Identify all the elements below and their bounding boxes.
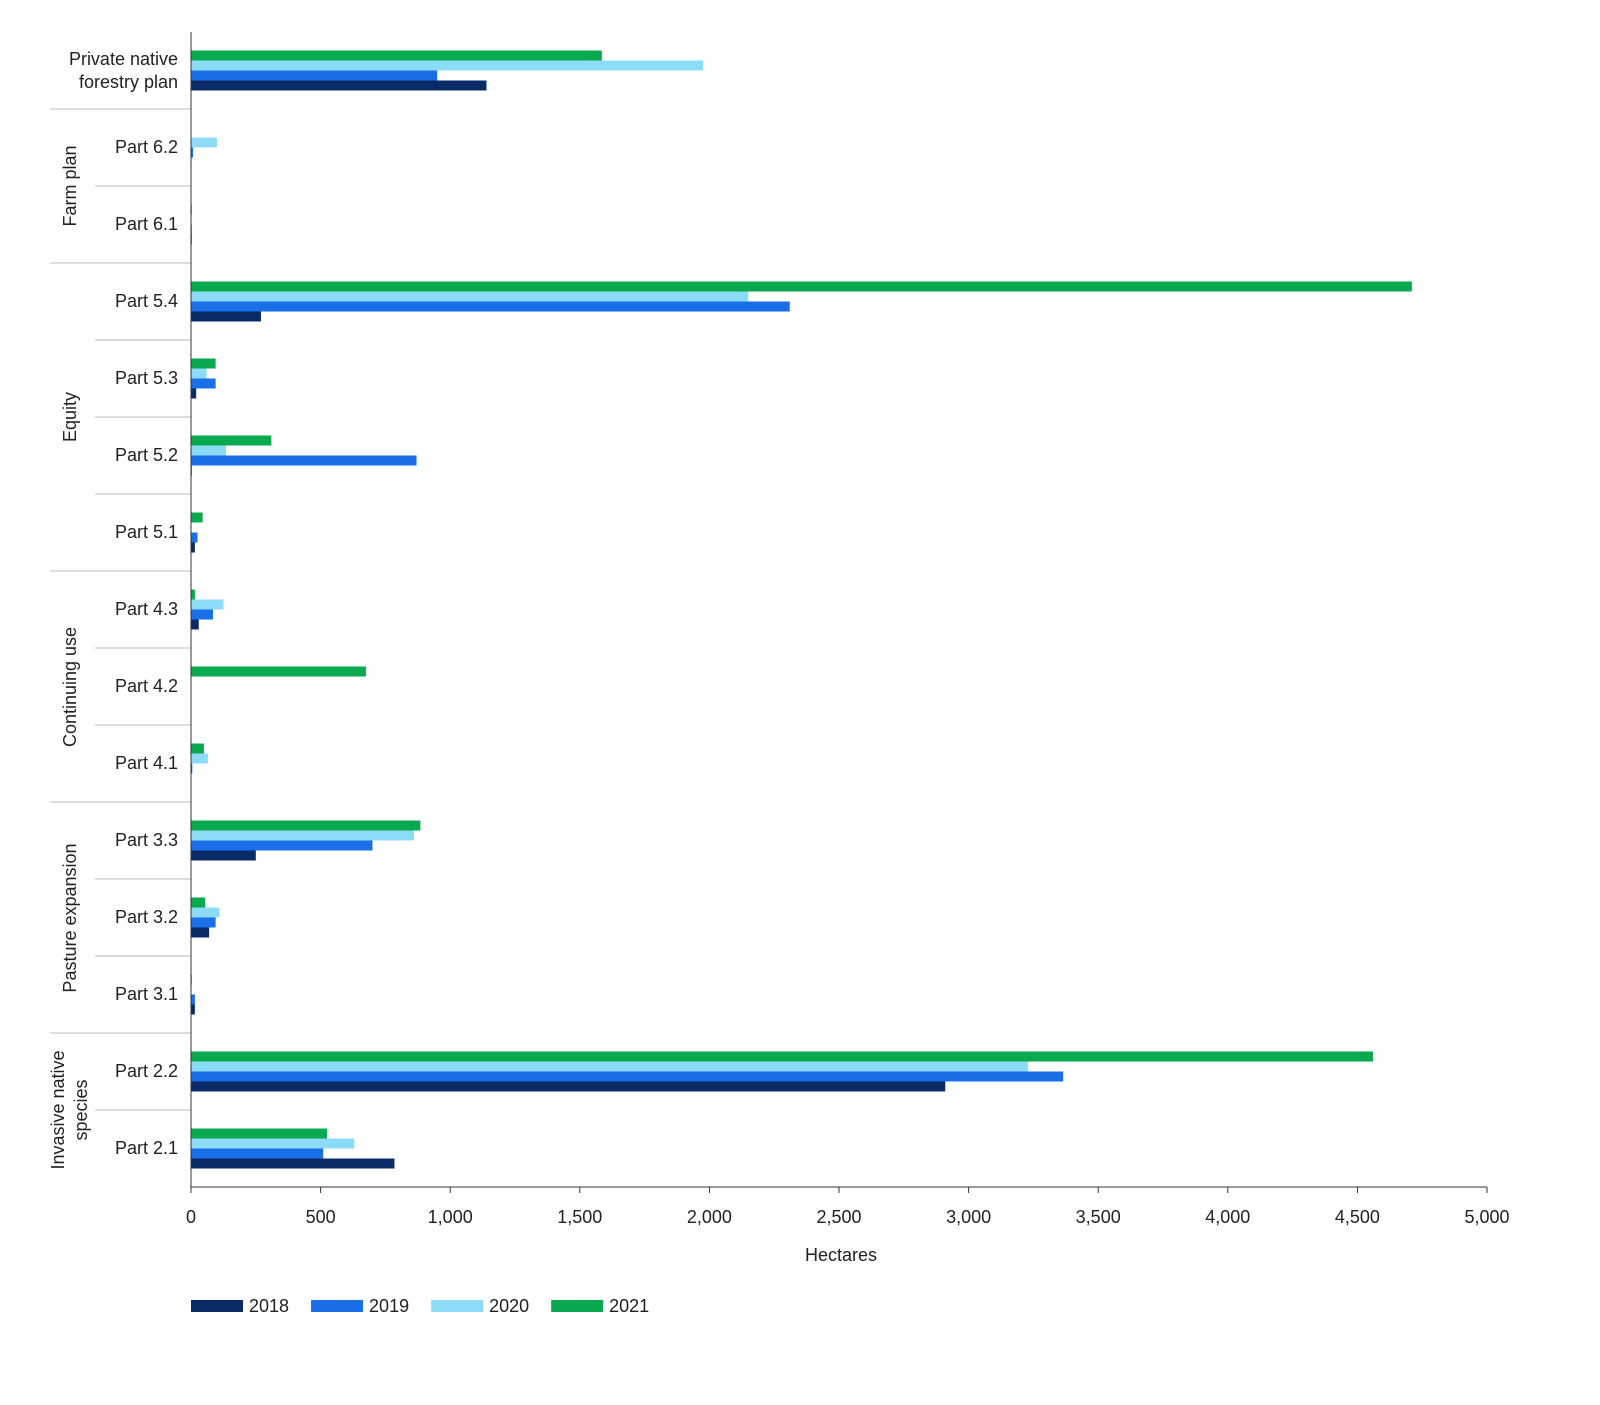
bar (191, 1004, 195, 1015)
category-label: Part 4.2 (114, 676, 178, 696)
x-tick-label: 3,000 (946, 1207, 991, 1227)
category-label: Part 5.1 (114, 522, 178, 542)
x-tick-label: 0 (186, 1207, 196, 1227)
x-tick-label: 1,000 (428, 1207, 473, 1227)
bar (191, 455, 417, 466)
bar (191, 609, 214, 620)
bar (191, 137, 217, 148)
bar (191, 1081, 946, 1092)
category-label: Part 6.2 (114, 137, 178, 157)
x-tick-label: 4,500 (1335, 1207, 1380, 1227)
bar (191, 820, 421, 831)
bar (191, 830, 414, 841)
category-label: Part 3.3 (114, 830, 178, 850)
x-tick-label: 2,000 (687, 1207, 732, 1227)
category-label: Part 4.3 (114, 599, 178, 619)
bar (191, 763, 193, 774)
group-label: Equity (59, 391, 80, 443)
legend-swatch (431, 1300, 484, 1312)
bar (191, 60, 703, 71)
bar (191, 512, 203, 523)
bar (191, 907, 220, 918)
x-axis-title: Hectares (805, 1245, 877, 1265)
category-label: Part 5.3 (114, 368, 178, 388)
legend-label: 2018 (249, 1296, 289, 1316)
legend-swatch (551, 1300, 604, 1312)
bar (191, 542, 195, 553)
legend-swatch (191, 1300, 243, 1312)
bar (191, 1158, 395, 1169)
category-label: Part 3.1 (114, 984, 178, 1004)
category-label: Part 2.2 (114, 1061, 178, 1081)
bar (191, 1128, 328, 1139)
x-tick-label: 5,000 (1464, 1207, 1509, 1227)
bar (191, 50, 602, 61)
bar (191, 599, 224, 610)
bar (191, 311, 261, 322)
bar (191, 147, 194, 158)
bar (191, 378, 216, 389)
bar (191, 388, 197, 399)
legend-label: 2021 (609, 1296, 649, 1316)
category-label: Part 5.2 (114, 445, 178, 465)
group-label: Continuing use (59, 626, 80, 747)
bar (191, 368, 207, 379)
category-label: Part 2.1 (114, 1138, 178, 1158)
x-tick-label: 2,500 (816, 1207, 861, 1227)
bar (191, 917, 216, 928)
bar (191, 1138, 355, 1149)
legend-swatch (311, 1300, 364, 1312)
x-tick-label: 1,500 (557, 1207, 602, 1227)
bar (191, 850, 256, 861)
bar (191, 619, 199, 630)
bar (191, 666, 366, 677)
legend-label: 2020 (489, 1296, 529, 1316)
bar (191, 291, 749, 302)
group-label: Invasive native species (48, 1050, 91, 1170)
bar (191, 358, 216, 369)
bar (191, 753, 208, 764)
x-tick-label: 3,500 (1076, 1207, 1121, 1227)
bar (191, 1071, 1064, 1082)
bar (191, 994, 195, 1005)
bar (191, 1148, 324, 1159)
x-tick-label: 4,000 (1205, 1207, 1250, 1227)
category-label: Part 5.4 (114, 291, 178, 311)
bar (191, 281, 1412, 292)
bar (191, 927, 210, 938)
bar (191, 1051, 1373, 1062)
bar (191, 897, 206, 908)
bar (191, 532, 198, 543)
category-label: Part 4.1 (114, 753, 178, 773)
bar (191, 1061, 1029, 1072)
bar (191, 589, 195, 600)
category-label: Part 3.2 (114, 907, 178, 927)
bar (191, 743, 204, 754)
category-label: Part 6.1 (114, 214, 178, 234)
bar (191, 840, 373, 851)
bar (191, 70, 438, 81)
bar (191, 301, 790, 312)
bar (191, 445, 226, 456)
x-tick-label: 500 (306, 1207, 336, 1227)
bar (191, 80, 487, 91)
group-label: Pasture expansion (59, 842, 80, 993)
category-label: Private native forestry plan (68, 48, 178, 92)
legend-label: 2019 (369, 1296, 409, 1316)
group-label: Farm plan (59, 145, 80, 227)
bar (191, 435, 272, 446)
